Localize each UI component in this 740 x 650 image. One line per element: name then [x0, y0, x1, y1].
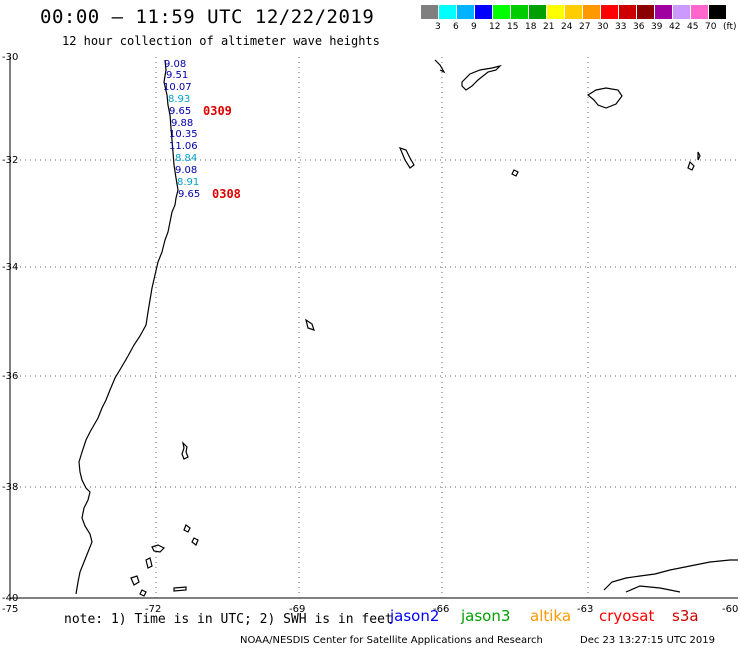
- legend-label: 45: [687, 22, 699, 32]
- wave-height-value: 11.06: [169, 141, 198, 152]
- bay-outline: [586, 87, 623, 109]
- legend-label: 18: [525, 22, 537, 32]
- lat-label: -32: [2, 155, 18, 166]
- island-e: [305, 318, 315, 331]
- wave-height-value: 9.65: [178, 189, 200, 200]
- graticule: [10, 57, 738, 598]
- legend-label: (ft): [723, 22, 737, 32]
- wave-height-value: 10.07: [163, 82, 192, 93]
- pass-time-label: 0308: [212, 187, 241, 201]
- wave-height-value: 10.35: [169, 129, 198, 140]
- legend-label: 42: [669, 22, 681, 32]
- timestamp: Dec 23 13:27:15 UTC 2019: [580, 635, 715, 646]
- archipelago-7: [139, 589, 147, 597]
- legend-swatch: [529, 5, 546, 19]
- page-title: 00:00 – 11:59 UTC 12/22/2019: [40, 6, 375, 28]
- legend-swatch: [511, 5, 528, 19]
- legend-swatch: [655, 5, 672, 19]
- island-b: [511, 169, 519, 177]
- island-a: [398, 147, 415, 169]
- atlantic-coast-b: [461, 64, 502, 91]
- legend-label: 39: [651, 22, 663, 32]
- lat-label: -38: [2, 482, 18, 493]
- island-d: [697, 151, 701, 161]
- legend-label: 12: [489, 22, 501, 32]
- legend-label: 30: [597, 22, 609, 32]
- lat-label: -30: [2, 52, 18, 63]
- legend-swatch: [421, 5, 438, 19]
- satellite-s3a: s3a: [672, 607, 699, 625]
- wave-height-value: 9.65: [169, 106, 191, 117]
- satellite-cryosat: cryosat: [599, 607, 655, 625]
- lat-label: -40: [2, 593, 18, 604]
- satellite-jason3: jason3: [461, 607, 511, 625]
- legend-swatch: [583, 5, 600, 19]
- chile-coast: [75, 59, 179, 595]
- coast-bottom-right-b: [625, 585, 681, 593]
- legend-swatch: [547, 5, 564, 19]
- archipelago-5: [130, 575, 140, 586]
- archipelago-2: [191, 537, 199, 546]
- wave-height-value: 9.88: [171, 118, 193, 129]
- legend-swatch: [637, 5, 654, 19]
- archipelago-6: [173, 586, 187, 592]
- legend-swatch: [691, 5, 708, 19]
- wave-height-value: 8.93: [168, 94, 190, 105]
- legend-swatch: [493, 5, 510, 19]
- wave-height-value: 9.08: [164, 59, 186, 70]
- atlantic-coast-a: [434, 59, 446, 74]
- legend-swatch: [601, 5, 618, 19]
- chiloe-island: [181, 441, 189, 460]
- legend-swatch: [475, 5, 492, 19]
- legend-swatch: [619, 5, 636, 19]
- credit-text: NOAA/NESDIS Center for Satellite Applica…: [240, 635, 543, 646]
- legend-swatch: [439, 5, 456, 19]
- legend-label: 15: [507, 22, 519, 32]
- lon-label: -75: [2, 604, 18, 615]
- lat-label: -34: [2, 262, 18, 273]
- legend-label: 24: [561, 22, 573, 32]
- legend-swatch: [565, 5, 582, 19]
- legend-swatch: [457, 5, 474, 19]
- axis-labels: -30 -32 -34 -36 -38 -40-75 -72 -69 -66 -63 -60: [2, 52, 738, 615]
- lon-label: -66: [433, 604, 449, 615]
- legend-label: 70: [705, 22, 717, 32]
- legend-swatch: [673, 5, 690, 19]
- archipelago-4: [145, 557, 153, 569]
- wave-height-value: 9.51: [166, 70, 188, 81]
- wave-height-value: 8.84: [175, 153, 197, 164]
- lon-label: -69: [289, 604, 305, 615]
- legend-label: 27: [579, 22, 591, 32]
- pass-time-label: 0309: [203, 104, 232, 118]
- legend-label: 9: [471, 22, 477, 32]
- archipelago-3: [151, 544, 166, 553]
- archipelago-1: [183, 524, 191, 533]
- satellite-altika: altika: [530, 607, 572, 625]
- satellite-jason2: jason2: [390, 607, 440, 625]
- legend-label: 3: [435, 22, 441, 32]
- legend-label: 33: [615, 22, 627, 32]
- page-subtitle: 12 hour collection of altimeter wave hei…: [62, 34, 380, 48]
- legend-swatch: [709, 5, 726, 19]
- lat-label: -36: [2, 371, 18, 382]
- coast-bottom-right: [603, 559, 738, 591]
- wave-height-value: 8.91: [177, 177, 199, 188]
- legend-label: 36: [633, 22, 645, 32]
- island-c: [687, 160, 695, 171]
- legend-label: 6: [453, 22, 459, 32]
- altimeter-track: 9.089.5110.078.939.659.8810.3511.068.849…: [163, 59, 241, 201]
- lon-label: -60: [722, 604, 738, 615]
- lon-label: -63: [577, 604, 593, 615]
- legend-label: 21: [543, 22, 555, 32]
- coastline: [75, 59, 738, 597]
- footer-note: note: 1) Time is in UTC; 2) SWH is in fe…: [64, 612, 393, 627]
- wave-height-value: 9.08: [175, 165, 197, 176]
- lon-label: -72: [145, 604, 161, 615]
